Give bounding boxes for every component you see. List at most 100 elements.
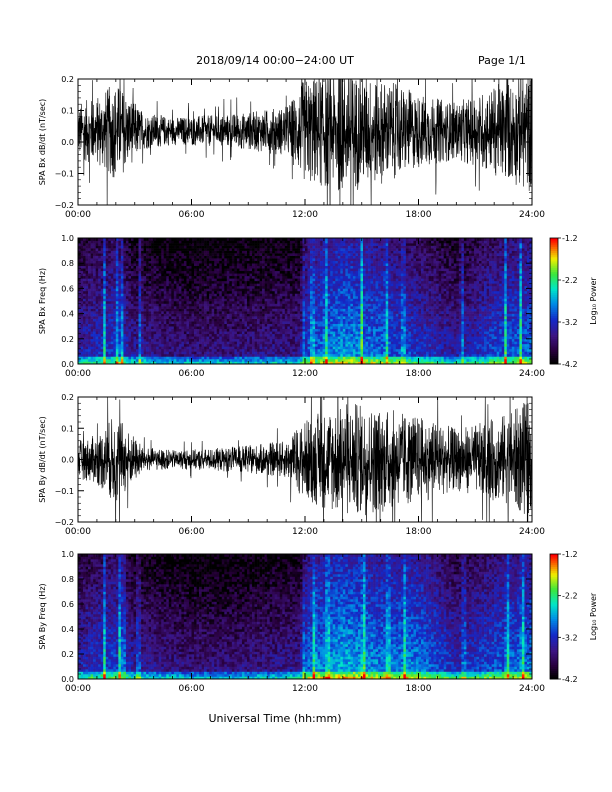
heatmap-cell <box>141 358 144 362</box>
heatmap-cell <box>305 351 308 355</box>
heatmap-cell <box>257 258 260 261</box>
heatmap-cell <box>113 311 117 314</box>
heatmap-cell <box>98 328 101 332</box>
heatmap-cell <box>262 273 265 277</box>
heatmap-cell <box>322 343 326 347</box>
heatmap-cell <box>317 290 321 294</box>
heatmap-cell <box>206 328 210 332</box>
heatmap-cell <box>219 293 223 297</box>
heatmap-cell <box>211 278 215 282</box>
heatmap-cell <box>241 283 245 287</box>
heatmap-cell <box>108 303 112 307</box>
heatmap-cell <box>249 285 253 289</box>
heatmap-cell <box>95 333 99 337</box>
heatmap-cell <box>113 258 117 261</box>
heatmap-cell <box>120 301 124 304</box>
heatmap-cell <box>231 323 235 327</box>
heatmap-cell <box>305 341 308 345</box>
heatmap-cell <box>88 326 91 330</box>
heatmap-cell <box>287 328 291 332</box>
heatmap-cell <box>307 253 311 256</box>
heatmap-cell <box>188 265 192 269</box>
heatmap-cell <box>176 328 180 332</box>
heatmap-cell <box>307 283 311 287</box>
heatmap-cell <box>312 270 316 274</box>
heatmap-cell <box>156 240 160 244</box>
heatmap-cell <box>204 336 207 340</box>
heatmap-cell <box>78 270 81 274</box>
heatmap-cell <box>289 326 293 330</box>
heatmap-cell <box>151 351 154 355</box>
heatmap-cell <box>194 356 197 360</box>
heatmap-cell <box>105 258 109 261</box>
heatmap-cell <box>138 308 142 312</box>
heatmap-cell <box>262 361 265 365</box>
heatmap-cell <box>118 260 122 264</box>
heatmap-cell <box>312 280 316 284</box>
heatmap-cell <box>171 295 175 299</box>
heatmap-cell <box>90 336 94 340</box>
heatmap-cell <box>269 265 273 269</box>
heatmap-cell <box>226 298 230 302</box>
heatmap-cell <box>80 361 84 365</box>
heatmap-cell <box>90 293 94 297</box>
heatmap-cell <box>123 333 127 337</box>
heatmap-cell <box>186 333 190 337</box>
heatmap-cell <box>143 306 147 309</box>
heatmap-cell <box>224 346 228 350</box>
heatmap-cell <box>125 285 129 289</box>
heatmap-cell <box>83 306 86 309</box>
heatmap-cell <box>103 295 107 299</box>
heatmap-cell <box>136 298 139 302</box>
heatmap-cell <box>151 311 154 314</box>
heatmap-cell <box>156 253 160 256</box>
heatmap-cell <box>90 250 94 254</box>
heatmap-cell <box>312 255 316 259</box>
heatmap-cell <box>123 336 127 340</box>
heatmap-cell <box>229 326 233 330</box>
heatmap-cell <box>272 285 276 289</box>
heatmap-cell <box>272 295 276 299</box>
heatmap-cell <box>211 338 215 342</box>
heatmap-cell <box>93 313 96 317</box>
heatmap-cell <box>158 258 162 261</box>
heatmap-cell <box>239 275 243 279</box>
heatmap-cell <box>110 311 114 314</box>
heatmap-cell <box>123 321 127 324</box>
heatmap-cell <box>229 250 233 254</box>
heatmap-cell <box>151 285 154 289</box>
heatmap-cell <box>259 341 263 345</box>
heatmap-cell <box>191 356 195 360</box>
heatmap-cell <box>310 316 313 319</box>
heatmap-cell <box>95 316 99 319</box>
heatmap-cell <box>161 301 165 304</box>
heatmap-cell <box>163 280 167 284</box>
heatmap-cell <box>236 255 240 259</box>
heatmap-cell <box>224 353 228 357</box>
heatmap-cell <box>90 353 94 357</box>
heatmap-cell <box>204 318 207 322</box>
heatmap-cell <box>292 253 296 256</box>
heatmap-cell <box>125 240 129 244</box>
heatmap-cell <box>211 336 215 340</box>
heatmap-cell <box>289 321 293 324</box>
heatmap-cell <box>241 260 245 264</box>
heatmap-cell <box>153 338 157 342</box>
heatmap-cell <box>158 275 162 279</box>
heatmap-cell <box>148 338 152 342</box>
heatmap-cell <box>231 346 235 350</box>
heatmap-cell <box>120 273 124 277</box>
heatmap-cell <box>312 263 316 267</box>
heatmap-cell <box>269 341 273 345</box>
heatmap-cell <box>105 343 109 347</box>
heatmap-cell <box>272 306 276 309</box>
heatmap-cell <box>173 298 177 302</box>
heatmap-cell <box>158 248 162 251</box>
heatmap-cell <box>183 288 187 292</box>
heatmap-cell <box>188 343 192 347</box>
heatmap-cell <box>246 260 250 264</box>
heatmap-cell <box>282 336 286 340</box>
heatmap-cell <box>289 303 293 307</box>
heatmap-cell <box>178 348 182 352</box>
heatmap-cell <box>196 353 200 357</box>
